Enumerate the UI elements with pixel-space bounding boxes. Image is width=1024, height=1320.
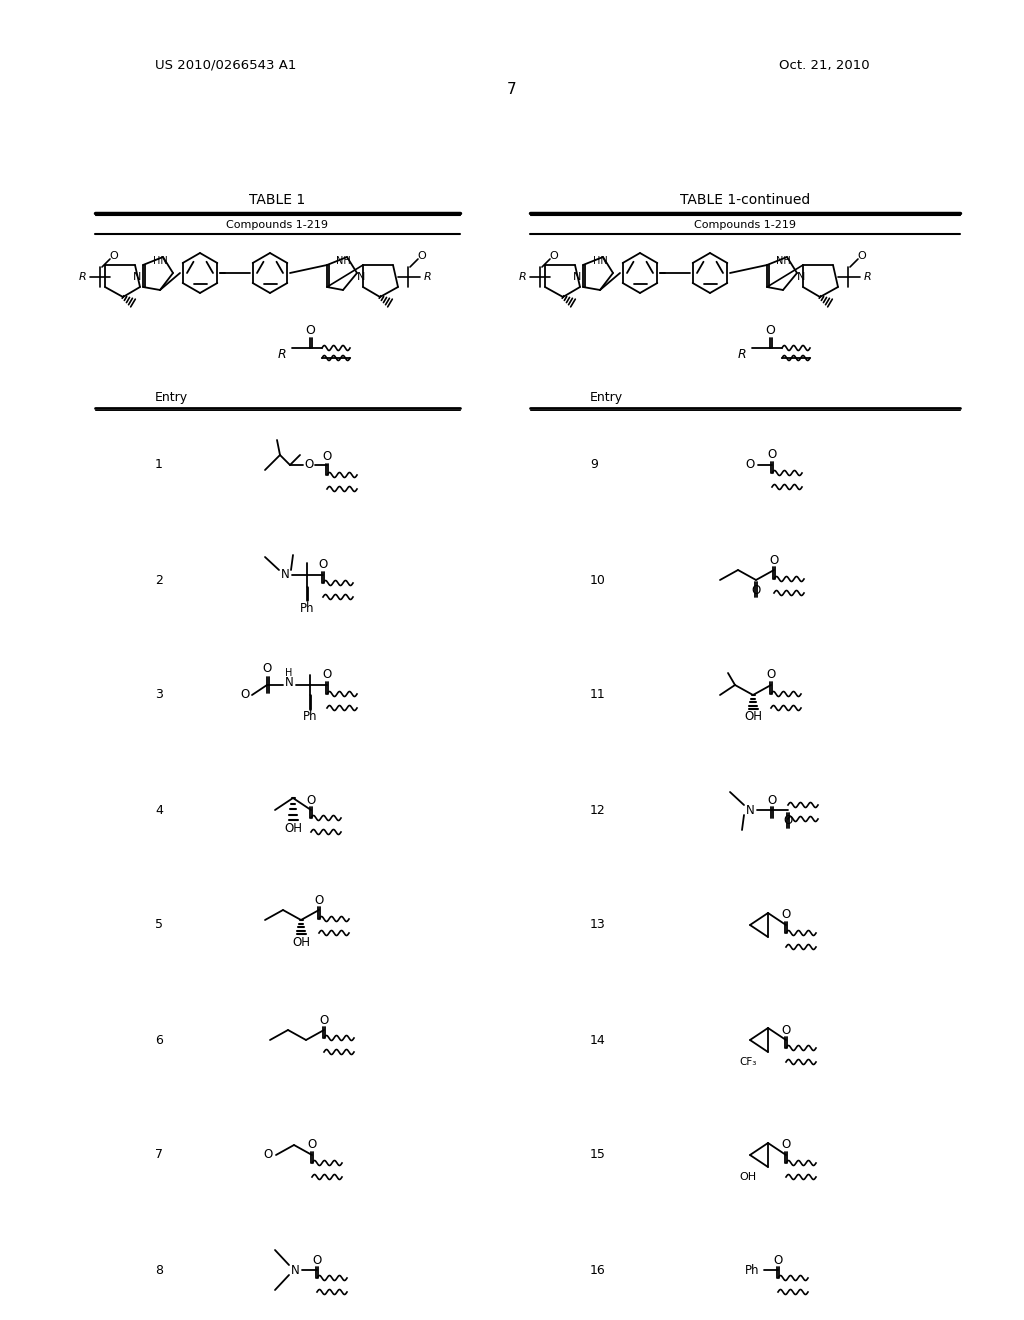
Text: H: H [286,668,293,678]
Text: N: N [572,272,582,282]
Text: 2: 2 [155,573,163,586]
Text: O: O [319,1014,329,1027]
Text: R: R [864,272,871,282]
Text: O: O [781,908,791,921]
Text: O: O [241,689,250,701]
Text: O: O [110,251,119,261]
Text: NH: NH [775,256,791,267]
Text: O: O [550,251,558,261]
Text: 3: 3 [155,689,163,701]
Text: O: O [307,1138,316,1151]
Text: N: N [281,569,290,582]
Text: R: R [737,348,746,362]
Text: N: N [285,676,293,689]
Text: 11: 11 [590,689,606,701]
Text: O: O [745,458,755,471]
Text: O: O [323,450,332,462]
Text: 10: 10 [590,573,606,586]
Text: 12: 12 [590,804,606,817]
Text: O: O [781,1023,791,1036]
Text: 7: 7 [155,1148,163,1162]
Text: HN: HN [593,256,607,267]
Text: OH: OH [292,936,310,949]
Text: 5: 5 [155,919,163,932]
Text: 14: 14 [590,1034,606,1047]
Text: O: O [781,1138,791,1151]
Text: 7: 7 [507,82,517,98]
Text: N: N [133,272,141,282]
Text: O: O [752,583,761,597]
Text: US 2010/0266543 A1: US 2010/0266543 A1 [155,58,296,71]
Text: 16: 16 [590,1263,606,1276]
Text: O: O [418,251,426,261]
Text: OH: OH [739,1172,757,1181]
Text: R: R [424,272,432,282]
Text: 8: 8 [155,1263,163,1276]
Text: Oct. 21, 2010: Oct. 21, 2010 [779,58,870,71]
Text: 4: 4 [155,804,163,817]
Text: Entry: Entry [590,392,624,404]
Text: 13: 13 [590,919,606,932]
Text: O: O [766,668,775,681]
Text: TABLE 1-continued: TABLE 1-continued [680,193,810,207]
Text: N: N [745,804,755,817]
Text: 9: 9 [590,458,598,471]
Text: 15: 15 [590,1148,606,1162]
Text: O: O [314,894,324,907]
Text: TABLE 1: TABLE 1 [250,193,305,207]
Text: O: O [769,553,778,566]
Text: CF₃: CF₃ [739,1057,757,1067]
Text: OH: OH [744,710,762,723]
Text: O: O [262,663,271,676]
Text: O: O [765,323,775,337]
Text: N: N [357,272,366,282]
Text: O: O [305,323,315,337]
Text: O: O [312,1254,322,1266]
Text: Compounds 1-219: Compounds 1-219 [226,220,329,230]
Text: O: O [767,793,776,807]
Text: O: O [773,1254,782,1266]
Text: R: R [278,348,287,362]
Text: Compounds 1-219: Compounds 1-219 [694,220,796,230]
Text: O: O [323,668,332,681]
Text: O: O [318,558,328,572]
Text: O: O [858,251,866,261]
Text: N: N [291,1263,299,1276]
Text: N: N [797,272,805,282]
Text: O: O [263,1148,272,1162]
Text: R: R [519,272,527,282]
Text: HN: HN [153,256,167,267]
Text: R: R [79,272,87,282]
Text: O: O [306,793,315,807]
Text: O: O [783,813,793,826]
Text: Entry: Entry [155,392,188,404]
Text: O: O [304,458,313,471]
Text: OH: OH [284,821,302,834]
Text: 1: 1 [155,458,163,471]
Text: Ph: Ph [303,710,317,723]
Text: NH: NH [336,256,350,267]
Text: Ph: Ph [744,1263,759,1276]
Text: Ph: Ph [300,602,314,615]
Text: 6: 6 [155,1034,163,1047]
Text: O: O [767,449,776,462]
